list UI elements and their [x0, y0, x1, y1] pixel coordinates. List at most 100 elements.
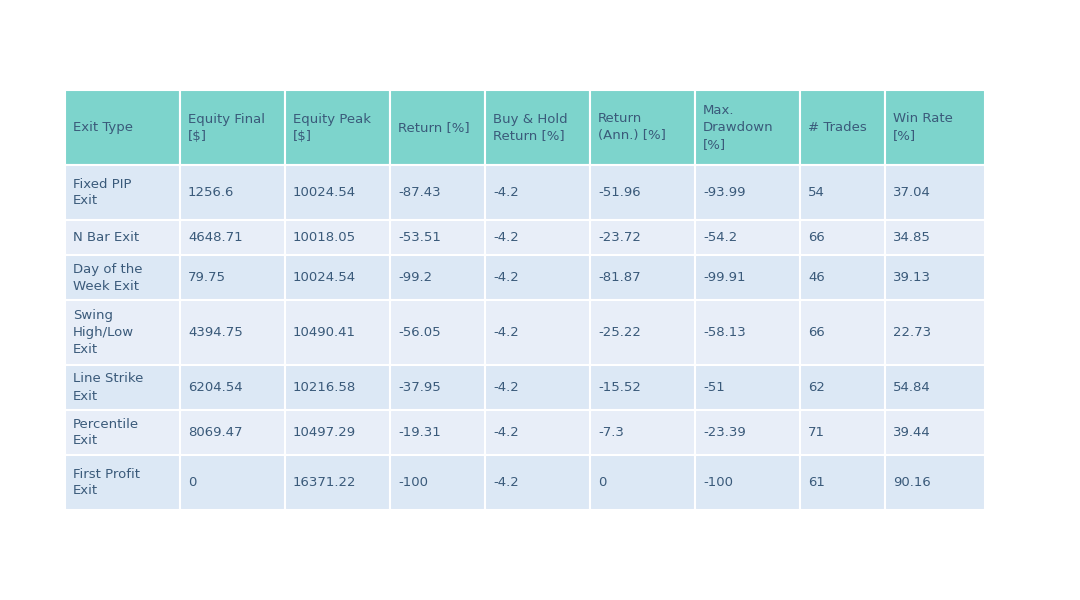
Bar	[800, 455, 885, 510]
Bar	[485, 90, 590, 165]
Text: 54: 54	[808, 186, 825, 199]
Text: -100: -100	[399, 476, 428, 489]
Bar	[696, 255, 800, 300]
Text: -99.91: -99.91	[703, 271, 745, 284]
Text: -15.52: -15.52	[598, 381, 640, 394]
Text: 34.85: 34.85	[893, 231, 931, 244]
Bar	[590, 300, 696, 365]
Text: Return
(Ann.) [%]: Return (Ann.) [%]	[598, 113, 666, 142]
Text: Swing
High/Low
Exit: Swing High/Low Exit	[73, 309, 134, 356]
Bar	[885, 165, 985, 220]
Bar	[180, 300, 285, 365]
Bar	[65, 410, 180, 455]
Text: 61: 61	[808, 476, 825, 489]
Bar	[885, 410, 985, 455]
Text: 71: 71	[808, 426, 825, 439]
Bar	[180, 90, 285, 165]
Text: Fixed PIP
Exit: Fixed PIP Exit	[73, 178, 132, 208]
Bar	[800, 410, 885, 455]
Bar	[285, 255, 390, 300]
Bar	[590, 165, 696, 220]
Bar	[800, 90, 885, 165]
Bar	[180, 220, 285, 255]
Text: 0: 0	[188, 476, 197, 489]
Text: Exit Type: Exit Type	[73, 121, 133, 134]
Text: -99.2: -99.2	[399, 271, 432, 284]
Bar	[800, 255, 885, 300]
Bar	[590, 220, 696, 255]
Bar	[390, 455, 485, 510]
Text: 6204.54: 6204.54	[188, 381, 243, 394]
Text: -4.2: -4.2	[492, 326, 518, 339]
Text: Equity Peak
[$]: Equity Peak [$]	[293, 113, 372, 142]
Text: 1256.6: 1256.6	[188, 186, 234, 199]
Text: 39.13: 39.13	[893, 271, 931, 284]
Bar	[285, 410, 390, 455]
Text: N Bar Exit: N Bar Exit	[73, 231, 139, 244]
Text: 46: 46	[808, 271, 825, 284]
Bar	[390, 90, 485, 165]
Bar	[285, 90, 390, 165]
Text: 16371.22: 16371.22	[293, 476, 356, 489]
Text: -53.51: -53.51	[399, 231, 441, 244]
Bar	[65, 255, 180, 300]
Text: First Profit
Exit: First Profit Exit	[73, 467, 140, 497]
Bar	[285, 220, 390, 255]
Text: # Trades: # Trades	[808, 121, 867, 134]
Bar	[885, 255, 985, 300]
Text: 0: 0	[598, 476, 606, 489]
Bar	[590, 410, 696, 455]
Text: 66: 66	[808, 326, 825, 339]
Bar	[800, 220, 885, 255]
Bar	[885, 365, 985, 410]
Text: -7.3: -7.3	[598, 426, 624, 439]
Text: -4.2: -4.2	[492, 426, 518, 439]
Text: 37.04: 37.04	[893, 186, 931, 199]
Text: Day of the
Week Exit: Day of the Week Exit	[73, 263, 143, 292]
Bar	[285, 300, 390, 365]
Text: -4.2: -4.2	[492, 381, 518, 394]
Bar	[285, 365, 390, 410]
Bar	[885, 300, 985, 365]
Text: -4.2: -4.2	[492, 476, 518, 489]
Text: -4.2: -4.2	[492, 186, 518, 199]
Bar	[65, 90, 180, 165]
Bar	[590, 90, 696, 165]
Text: 8069.47: 8069.47	[188, 426, 243, 439]
Bar	[390, 410, 485, 455]
Bar	[65, 300, 180, 365]
Text: -23.72: -23.72	[598, 231, 640, 244]
Bar	[885, 220, 985, 255]
Text: 10024.54: 10024.54	[293, 186, 356, 199]
Bar	[65, 455, 180, 510]
Text: -37.95: -37.95	[399, 381, 441, 394]
Bar	[696, 365, 800, 410]
Text: -87.43: -87.43	[399, 186, 441, 199]
Bar	[390, 365, 485, 410]
Text: Equity Final
[$]: Equity Final [$]	[188, 113, 265, 142]
Text: -23.39: -23.39	[703, 426, 746, 439]
Text: -51.96: -51.96	[598, 186, 640, 199]
Text: -58.13: -58.13	[703, 326, 746, 339]
Bar	[800, 165, 885, 220]
Bar	[800, 300, 885, 365]
Bar	[390, 165, 485, 220]
Text: 90.16: 90.16	[893, 476, 931, 489]
Bar	[590, 255, 696, 300]
Bar	[390, 220, 485, 255]
Text: 4394.75: 4394.75	[188, 326, 243, 339]
Text: Line Strike
Exit: Line Strike Exit	[73, 373, 144, 403]
Bar	[180, 455, 285, 510]
Bar	[885, 455, 985, 510]
Bar	[590, 455, 696, 510]
Text: Buy & Hold
Return [%]: Buy & Hold Return [%]	[492, 113, 568, 142]
Text: 4648.71: 4648.71	[188, 231, 243, 244]
Text: 54.84: 54.84	[893, 381, 931, 394]
Bar	[885, 90, 985, 165]
Text: Percentile
Exit: Percentile Exit	[73, 418, 139, 448]
Text: 10018.05: 10018.05	[293, 231, 356, 244]
Text: 10024.54: 10024.54	[293, 271, 356, 284]
Bar	[590, 365, 696, 410]
Bar	[180, 255, 285, 300]
Bar	[485, 455, 590, 510]
